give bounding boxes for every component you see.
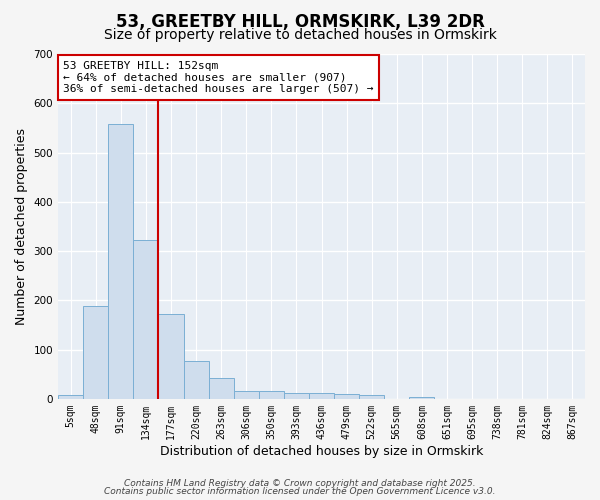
Bar xyxy=(409,397,434,399)
Text: Size of property relative to detached houses in Ormskirk: Size of property relative to detached ho… xyxy=(104,28,496,42)
Bar xyxy=(133,240,158,399)
Bar xyxy=(359,395,384,399)
Bar xyxy=(58,395,83,399)
Text: 53 GREETBY HILL: 152sqm
← 64% of detached houses are smaller (907)
36% of semi-d: 53 GREETBY HILL: 152sqm ← 64% of detache… xyxy=(64,61,374,94)
Bar xyxy=(309,393,334,399)
Y-axis label: Number of detached properties: Number of detached properties xyxy=(15,128,28,325)
Text: 53, GREETBY HILL, ORMSKIRK, L39 2DR: 53, GREETBY HILL, ORMSKIRK, L39 2DR xyxy=(116,12,484,30)
Text: Contains HM Land Registry data © Crown copyright and database right 2025.: Contains HM Land Registry data © Crown c… xyxy=(124,478,476,488)
Bar xyxy=(158,314,184,399)
Bar xyxy=(334,394,359,399)
X-axis label: Distribution of detached houses by size in Ormskirk: Distribution of detached houses by size … xyxy=(160,444,483,458)
Bar xyxy=(259,391,284,399)
Bar xyxy=(108,124,133,399)
Bar xyxy=(233,391,259,399)
Bar xyxy=(83,306,108,399)
Bar xyxy=(184,362,209,399)
Text: Contains public sector information licensed under the Open Government Licence v3: Contains public sector information licen… xyxy=(104,487,496,496)
Bar xyxy=(284,393,309,399)
Bar xyxy=(209,378,233,399)
